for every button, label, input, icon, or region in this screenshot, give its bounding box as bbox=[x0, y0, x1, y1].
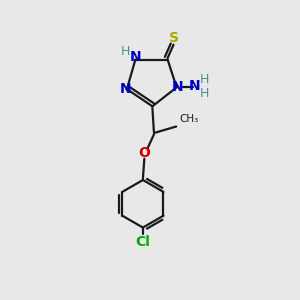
Text: H: H bbox=[199, 74, 209, 86]
Text: N: N bbox=[171, 80, 183, 94]
Text: H: H bbox=[120, 45, 130, 58]
Text: N: N bbox=[120, 82, 131, 96]
Text: N: N bbox=[130, 50, 141, 64]
Text: S: S bbox=[169, 31, 179, 45]
Text: H: H bbox=[199, 87, 209, 100]
Text: O: O bbox=[138, 146, 150, 160]
Text: CH₃: CH₃ bbox=[179, 114, 198, 124]
Text: Cl: Cl bbox=[136, 235, 150, 249]
Text: N: N bbox=[189, 79, 201, 93]
